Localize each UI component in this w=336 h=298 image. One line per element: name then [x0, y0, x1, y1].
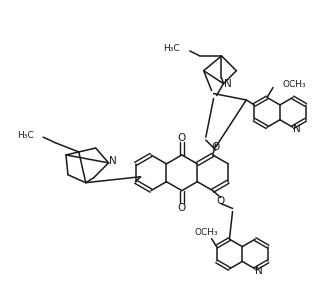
Text: N: N — [255, 266, 263, 276]
Text: OCH₃: OCH₃ — [195, 228, 218, 237]
Text: H₃C: H₃C — [163, 44, 180, 53]
Text: N: N — [109, 156, 116, 166]
Text: O: O — [212, 142, 220, 152]
Text: O: O — [178, 204, 186, 213]
Text: O: O — [217, 195, 225, 206]
Text: H₃C: H₃C — [17, 131, 33, 140]
Text: N: N — [293, 124, 301, 134]
Text: N: N — [223, 79, 231, 89]
Text: OCH₃: OCH₃ — [283, 80, 306, 89]
Text: O: O — [178, 133, 186, 143]
